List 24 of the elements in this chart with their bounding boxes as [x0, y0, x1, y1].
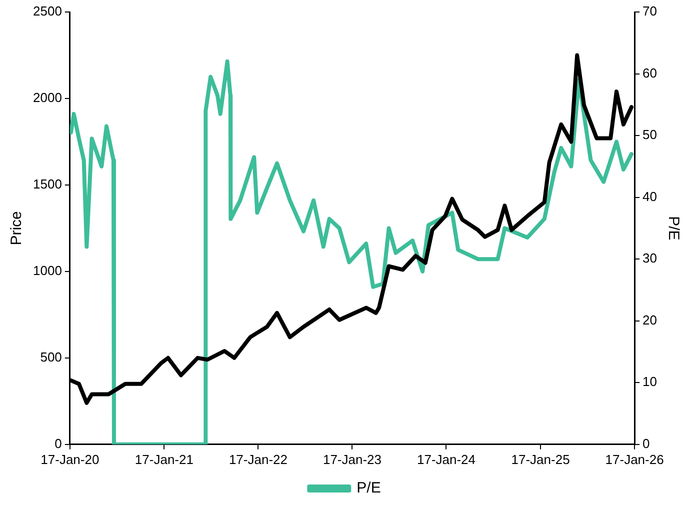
- y-tick-label: 1000: [33, 263, 62, 278]
- y2-tick-label: 60: [642, 65, 658, 80]
- x-tick-label: 17-Jan-26: [605, 452, 664, 467]
- y-tick-label: 1500: [33, 176, 62, 192]
- y-tick-label: 2500: [33, 4, 62, 19]
- x-tick-label: 17-Jan-22: [228, 452, 288, 467]
- y2-tick-label: 10: [642, 374, 658, 390]
- y2-tick-label: 40: [642, 188, 658, 204]
- y-tick-label: 2000: [33, 90, 62, 106]
- y-tick-label: 0: [54, 436, 62, 451]
- x-tick-label: 17-Jan-20: [40, 452, 100, 467]
- y2-tick-label: 20: [642, 312, 658, 328]
- y2-tick-label: 70: [642, 4, 658, 19]
- x-tick-label: 17-Jan-25: [511, 452, 570, 467]
- y-axis-title: Price: [8, 211, 26, 246]
- y2-tick-label: 50: [642, 127, 658, 142]
- y-tick-label: 500: [40, 350, 62, 364]
- x-tick-label: 17-Jan-21: [134, 452, 194, 467]
- y2-tick-label: 0: [642, 436, 650, 451]
- y2-axis-title: P/E: [664, 216, 682, 240]
- x-tick-label: 17-Jan-23: [322, 452, 382, 467]
- y2-tick-label: 30: [642, 250, 658, 266]
- x-tick-label: 17-Jan-24: [416, 452, 476, 467]
- legend-label: P/E: [356, 480, 381, 497]
